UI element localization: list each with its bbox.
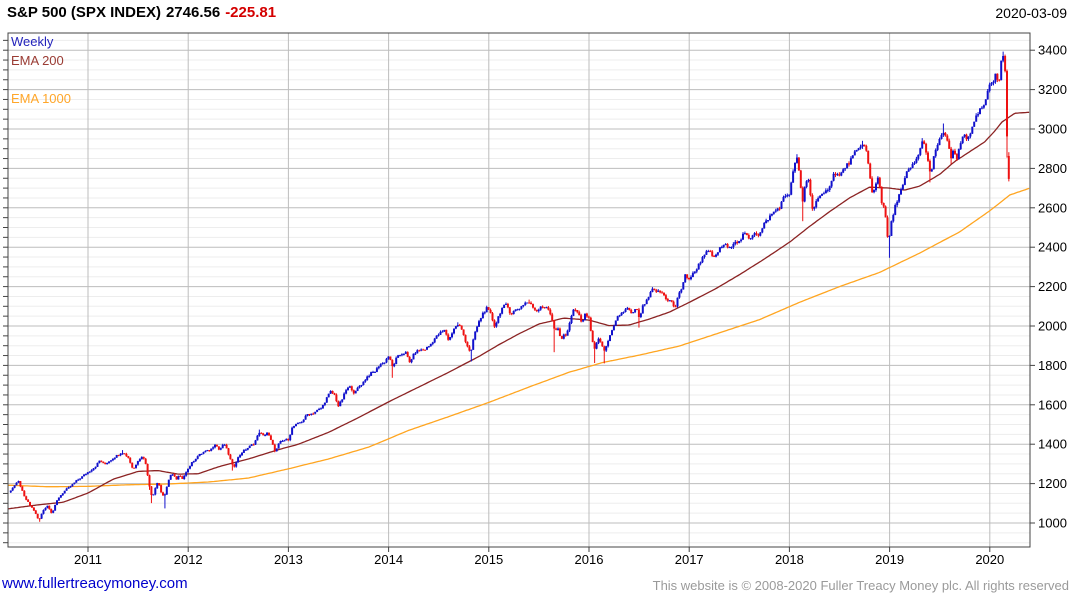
ema200-line <box>7 111 1030 510</box>
chart-date: 2020-03-09 <box>995 5 1067 21</box>
svg-text:1200: 1200 <box>1038 476 1067 491</box>
x-axis-labels: 2011 2012 2013 2014 2015 2016 2017 2018 2019 2020 <box>74 552 1004 567</box>
price-change: -225.81 <box>225 4 277 21</box>
svg-text:2017: 2017 <box>675 552 704 567</box>
minor-gridlines <box>8 39 1030 544</box>
svg-text:2019: 2019 <box>875 552 904 567</box>
svg-text:2000: 2000 <box>1038 319 1067 334</box>
svg-text:2016: 2016 <box>575 552 604 567</box>
svg-text:2800: 2800 <box>1038 161 1067 176</box>
svg-text:3000: 3000 <box>1038 122 1067 137</box>
candles <box>9 51 1010 522</box>
chart-title: S&P 500 (SPX INDEX) 2746.56 -225.81 <box>7 4 281 21</box>
last-price: 2746.56 <box>165 4 221 21</box>
svg-text:2200: 2200 <box>1038 279 1067 294</box>
svg-text:2012: 2012 <box>174 552 203 567</box>
svg-text:1400: 1400 <box>1038 437 1067 452</box>
site-link[interactable]: www.fullertreacymoney.com <box>2 575 188 592</box>
ema1000-line <box>7 187 1030 488</box>
svg-text:2400: 2400 <box>1038 240 1067 255</box>
svg-text:2018: 2018 <box>775 552 804 567</box>
instrument-name: S&P 500 (SPX INDEX) <box>7 4 161 21</box>
svg-text:1000: 1000 <box>1038 516 1067 531</box>
plot-frame <box>7 32 1031 548</box>
svg-text:2014: 2014 <box>374 552 403 567</box>
copyright-text: This website is © 2008-2020 Fuller Treac… <box>652 578 1069 593</box>
svg-text:2015: 2015 <box>474 552 503 567</box>
major-gridlines <box>8 33 1030 547</box>
svg-text:1800: 1800 <box>1038 358 1067 373</box>
legend-ema200: EMA 200 <box>11 53 64 68</box>
svg-text:2600: 2600 <box>1038 200 1067 215</box>
svg-text:2013: 2013 <box>274 552 303 567</box>
svg-text:3400: 3400 <box>1038 43 1067 58</box>
svg-text:2011: 2011 <box>74 552 102 567</box>
svg-text:3200: 3200 <box>1038 82 1067 97</box>
legend-ema1000: EMA 1000 <box>11 91 71 106</box>
svg-text:2020: 2020 <box>975 552 1004 567</box>
legend-timeframe: Weekly <box>11 34 54 49</box>
axis-ticks <box>3 39 1035 552</box>
y-axis-labels: 1000 1200 1400 1600 1800 2000 2200 2400 2600 2800… <box>1038 43 1067 531</box>
svg-text:1600: 1600 <box>1038 397 1067 412</box>
